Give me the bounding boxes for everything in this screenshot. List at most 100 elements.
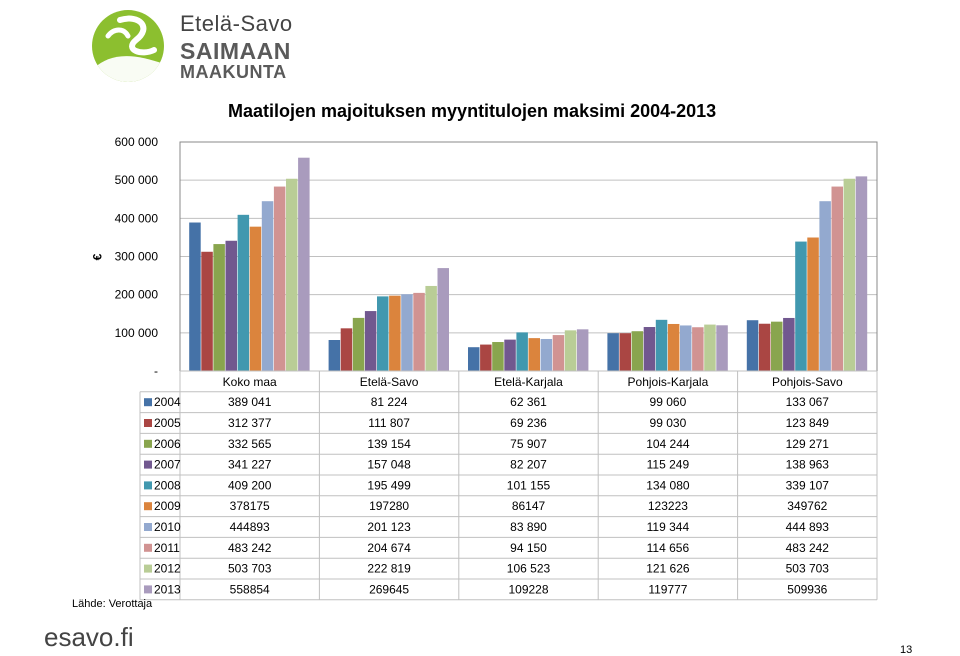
category-label: Pohjois-Savo [772,375,843,389]
legend-swatch-2004 [144,398,152,407]
category-label: Pohjois-Karjala [628,375,709,389]
bar-2009-3 [667,323,680,371]
data-cell: 82 207 [510,458,547,472]
data-cell: 444893 [230,520,270,534]
data-cell: 121 626 [646,562,690,576]
brand-line-2: SAIMAAN [180,38,291,64]
y-tick-label: 500 000 [115,173,159,187]
legend-swatch-2006 [144,439,152,448]
bar-2009-2 [528,338,540,371]
bar-2013-0 [298,157,310,371]
bar-2006-3 [631,331,644,371]
bar-2012-1 [425,285,437,371]
bar-2005-0 [201,251,213,371]
data-cell: 62 361 [510,395,547,409]
data-cell: 509936 [787,582,827,596]
bar-2004-4 [746,320,759,371]
legend-swatch-2007 [144,460,152,469]
legend-swatch-2012 [144,564,152,573]
y-tick-label: 100 000 [115,326,159,340]
legend-swatch-2011 [144,543,152,552]
data-cell: 558854 [230,582,270,596]
logo-mark-icon [92,10,164,82]
data-cell: 114 656 [647,541,690,555]
data-cell: 378175 [230,499,270,513]
bar-2006-0 [213,244,225,371]
legend-label: 2007 [154,458,181,472]
bar-2005-1 [340,328,353,371]
data-cell: 123223 [648,499,688,513]
data-cell: 139 154 [367,437,411,451]
data-cell: 75 907 [510,437,547,451]
data-cell: 81 224 [371,395,408,409]
data-cell: 201 123 [367,520,411,534]
bar-2008-4 [795,241,807,371]
bar-2011-1 [413,292,425,371]
data-cell: 349762 [787,499,827,513]
bar-2009-4 [807,237,819,371]
bar-2012-3 [704,324,716,371]
bar-2007-1 [364,311,377,371]
legend-swatch-2009 [144,502,152,511]
data-cell: 115 249 [647,458,690,472]
legend-label: 2006 [154,437,181,451]
data-cell: 483 242 [228,541,272,555]
bar-2006-1 [352,317,365,371]
data-cell: 129 271 [786,437,830,451]
bar-2007-0 [225,240,237,371]
bar-2008-1 [377,296,389,371]
bar-2010-2 [540,338,553,371]
logo [90,6,300,86]
data-cell: 99 060 [650,395,687,409]
data-cell: 86147 [512,499,546,513]
bar-2007-2 [504,339,516,371]
data-cell: 503 703 [786,562,830,576]
source-note: Lähde: Verottaja [72,598,153,610]
bar-2010-4 [819,201,831,371]
bar-2004-1 [328,339,341,371]
legend-label: 2005 [154,416,181,430]
footer-brand: esavo.fi [44,622,134,652]
legend-label: 2013 [154,582,181,596]
data-cell: 109228 [508,582,548,596]
legend-swatch-2010 [144,523,152,531]
legend-label: 2011 [154,541,180,555]
data-cell: 195 499 [367,478,411,492]
legend-label: 2010 [154,520,181,534]
bar-2012-2 [564,330,577,371]
legend-swatch-2005 [144,419,152,427]
data-cell: 134 080 [646,478,690,492]
data-cell: 409 200 [228,478,272,492]
bar-2005-3 [619,333,631,371]
data-cell: 341 227 [228,458,272,472]
page-number: 13 [900,644,913,656]
y-tick-label: 400 000 [115,211,159,225]
data-cell: 133 067 [786,395,830,409]
data-cell: 339 107 [786,478,830,492]
legend-label: 2008 [154,478,181,492]
bar-2008-0 [237,214,250,371]
bar-2010-1 [401,294,413,371]
data-cell: 123 849 [786,416,830,430]
data-cell: 111 807 [368,416,410,430]
bar-2013-4 [855,176,868,371]
bar-2007-3 [643,327,656,371]
category-label: Etelä-Karjala [494,375,563,389]
data-cell: 222 819 [367,562,411,576]
brand-line-1: Etelä-Savo [180,11,293,36]
data-cell: 269645 [369,582,409,596]
bar-2013-2 [576,329,589,371]
bar-2006-2 [492,342,504,371]
bar-2011-3 [692,327,704,371]
y-tick-label: 300 000 [115,250,159,264]
bar-2005-4 [758,323,771,371]
bar-2012-4 [843,178,856,371]
data-cell: 94 150 [510,541,547,555]
bar-2004-2 [468,347,480,371]
chart-title: Maatilojen majoituksen myyntitulojen mak… [228,101,717,121]
bar-2009-0 [249,226,262,371]
category-label: Etelä-Savo [360,375,419,389]
category-label: Koko maa [223,375,277,389]
data-cell: 106 523 [507,562,551,576]
data-cell: 104 244 [646,437,690,451]
